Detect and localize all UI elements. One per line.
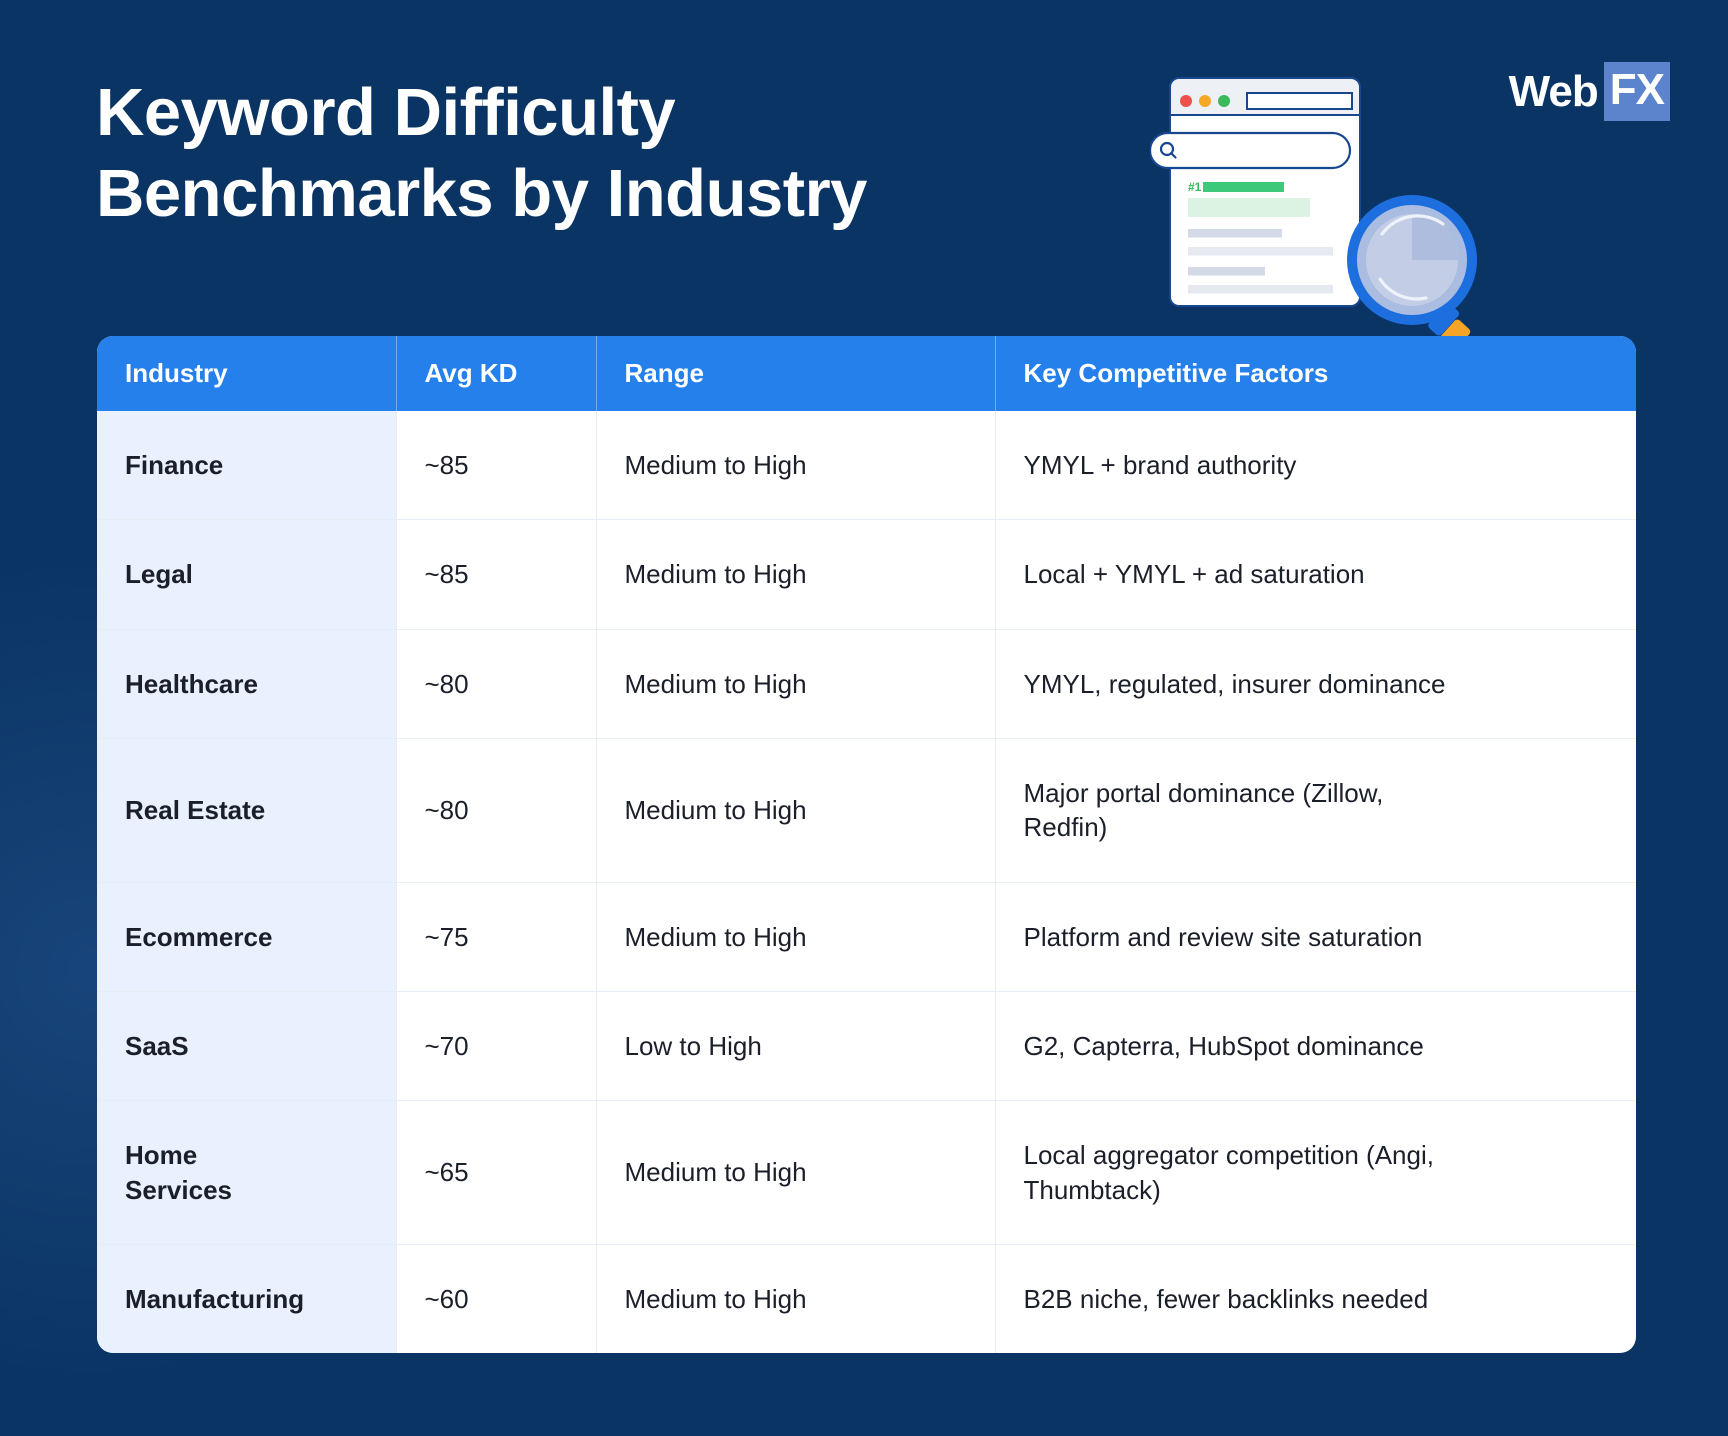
svg-text:#1: #1 (1188, 180, 1202, 194)
